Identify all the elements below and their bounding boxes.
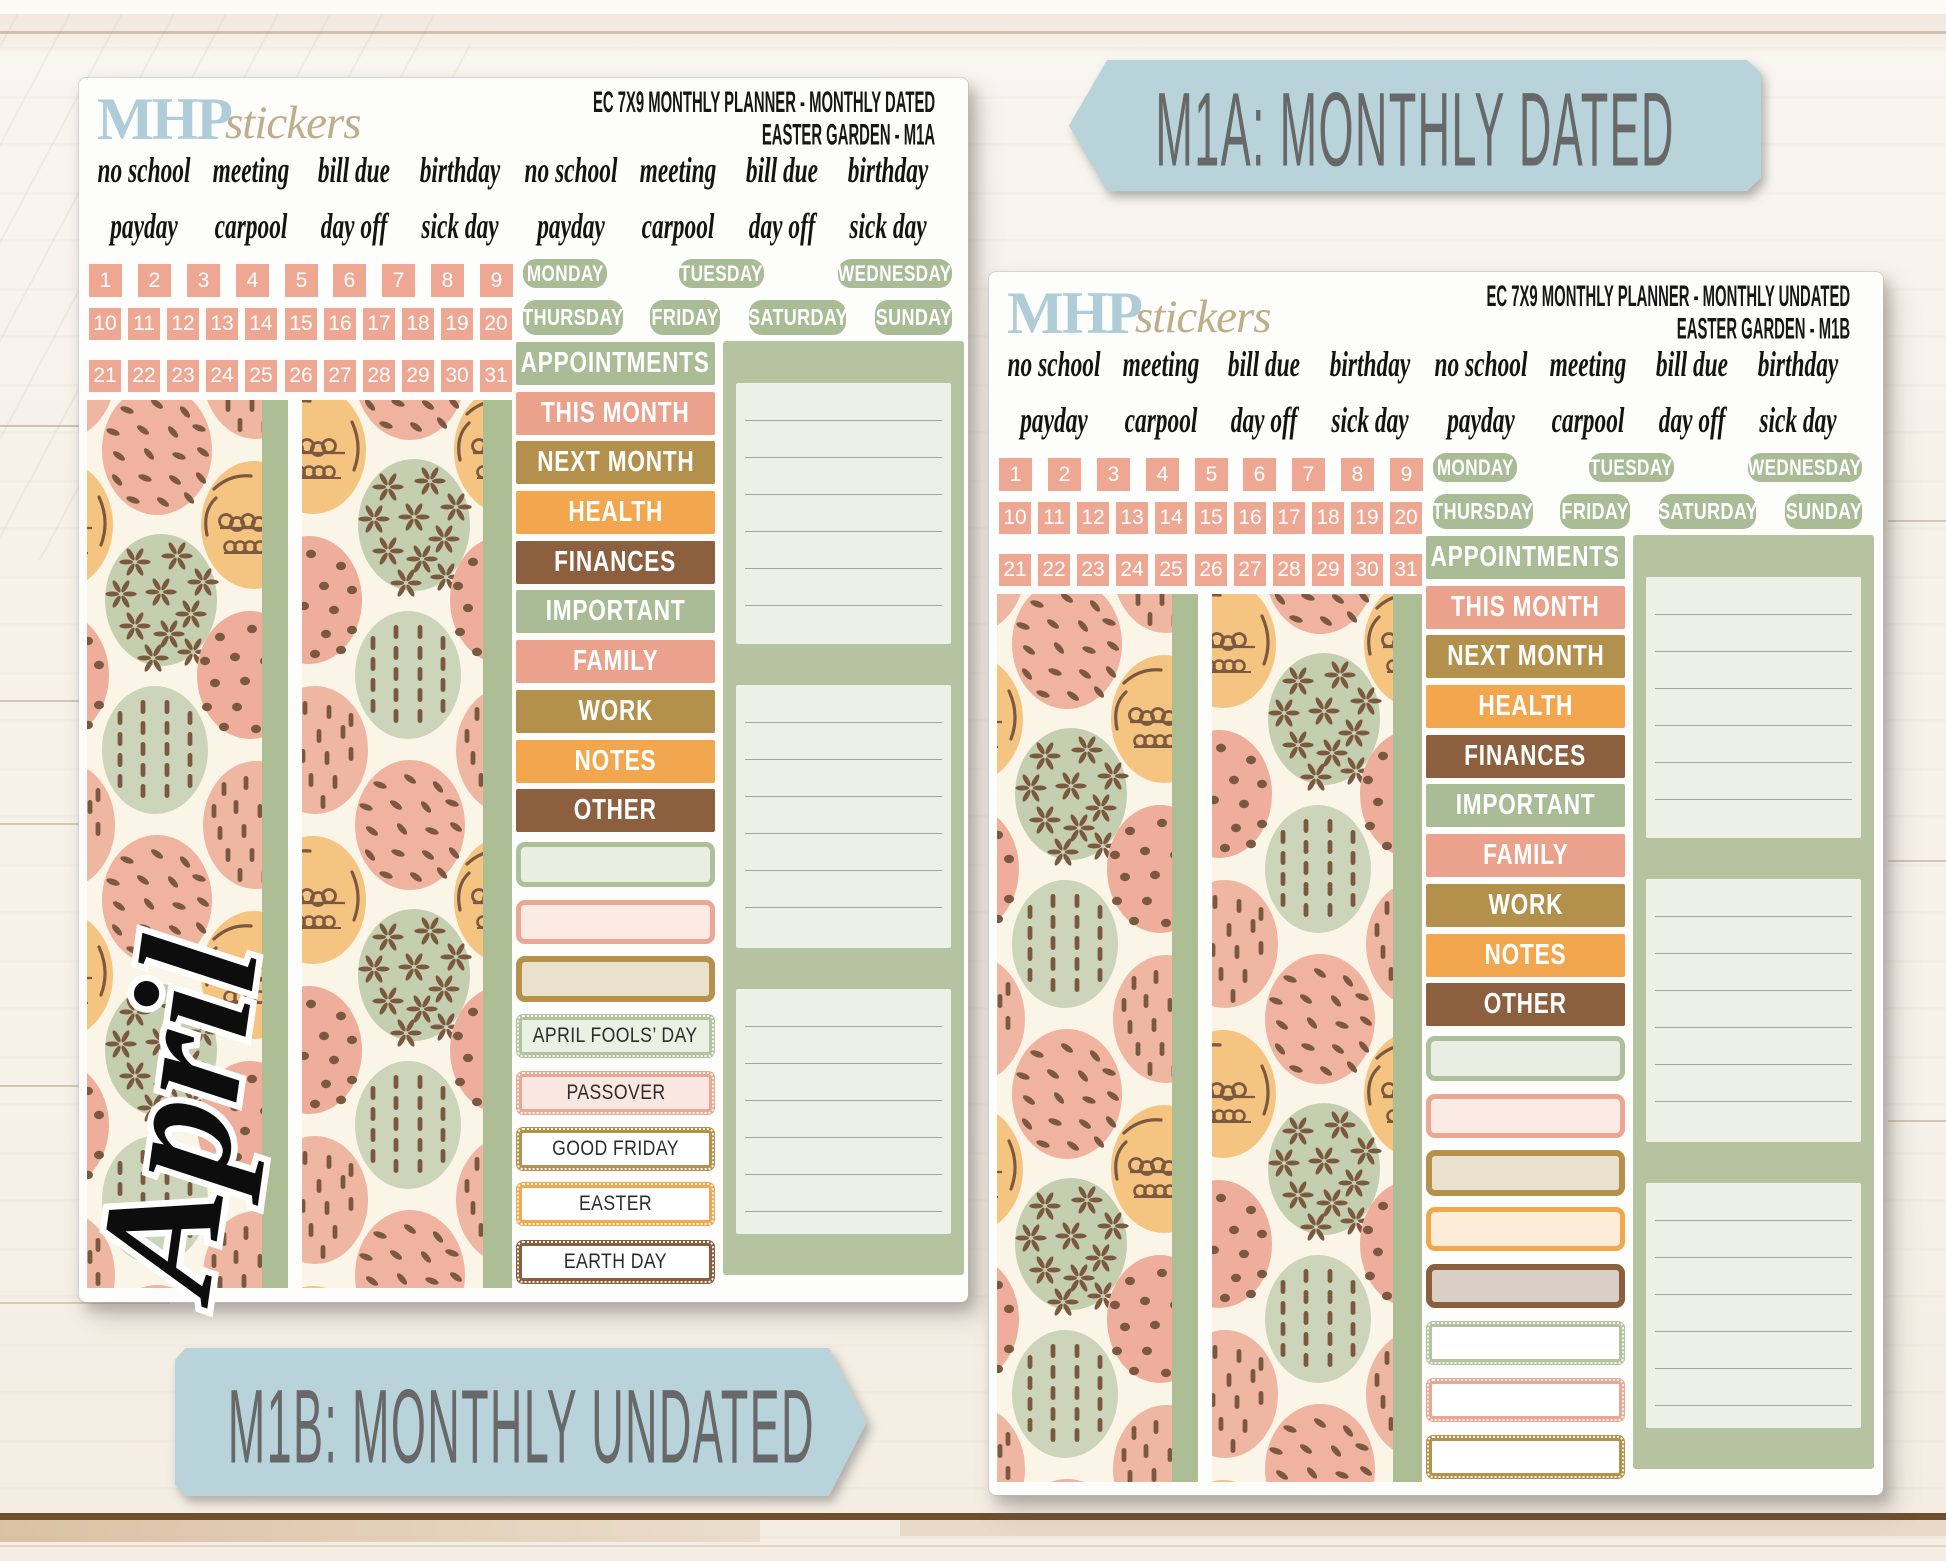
svg-text:April: April — [67, 928, 295, 1314]
